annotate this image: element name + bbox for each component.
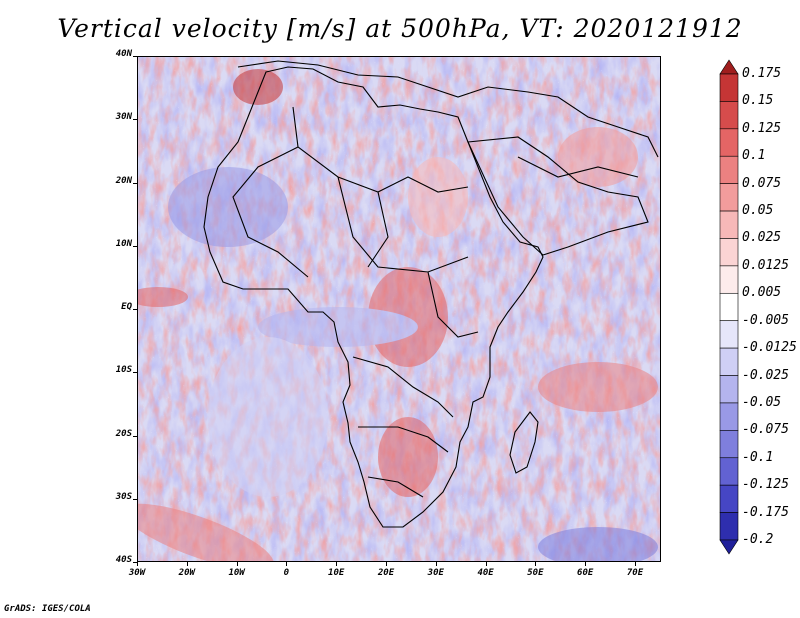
lon-tick	[535, 562, 537, 566]
lon-label: 30E	[427, 568, 444, 578]
colorbar-segment	[719, 347, 739, 376]
lat-tick	[133, 372, 137, 374]
lon-label: 0	[283, 568, 290, 578]
lat-tick	[133, 119, 137, 121]
lon-tick	[435, 562, 437, 566]
border-4	[427, 271, 479, 338]
border-2	[337, 176, 469, 273]
colorbar-label: -0.0125	[742, 340, 797, 356]
colorbar-label: -0.1	[742, 449, 774, 465]
colorbar-bottom-arrow	[719, 539, 739, 555]
lon-label: 20W	[178, 568, 195, 578]
colorbar-label: 0.15	[742, 93, 774, 109]
field-blobs	[138, 69, 658, 561]
lon-tick	[286, 562, 288, 566]
border-8	[517, 156, 639, 178]
colorbar-segment	[719, 101, 739, 130]
colorbar-segment	[719, 155, 739, 184]
colorbar-segment	[719, 320, 739, 349]
lat-label: 10S	[115, 365, 132, 376]
lat-label: 40N	[115, 49, 132, 59]
lat-tick	[133, 309, 137, 310]
colorbar-label: -0.025	[742, 367, 789, 383]
border-6	[358, 426, 449, 453]
lon-tick	[186, 562, 188, 566]
lat-label: 20S	[115, 428, 132, 439]
colorbar-label: 0.005	[742, 285, 782, 301]
colorbar	[719, 59, 739, 555]
colorbar-segment	[719, 457, 739, 486]
lon-tick	[585, 562, 587, 566]
border-5	[352, 356, 454, 418]
colorbar-segment	[719, 265, 739, 294]
colorbar-label: 0.0125	[742, 257, 789, 273]
border-3	[232, 146, 309, 278]
lat-tick	[133, 182, 137, 184]
velocity-field-map	[138, 57, 660, 561]
colorbar-segment	[719, 128, 739, 157]
border-7	[367, 476, 424, 498]
arabia	[467, 136, 649, 256]
colorbar-label: 0.1	[742, 148, 766, 164]
map-plot-area	[137, 56, 661, 562]
lon-tick	[635, 562, 636, 566]
madagascar	[509, 411, 539, 474]
lon-label: 40E	[477, 568, 494, 578]
lat-label: 10N	[115, 238, 132, 249]
colorbar-label: -0.005	[742, 312, 789, 328]
lon-tick	[485, 562, 487, 566]
africa-coastline	[203, 66, 544, 528]
lon-label: 10E	[328, 568, 345, 578]
europe-coast	[237, 60, 659, 158]
colorbar-segment	[719, 210, 739, 239]
colorbar-segment	[719, 430, 739, 459]
lon-label: 60E	[577, 568, 594, 578]
lon-tick	[386, 562, 387, 566]
border-9	[367, 191, 389, 268]
colorbar-segment	[719, 375, 739, 404]
colorbar-label: 0.175	[742, 66, 782, 81]
colorbar-segment	[719, 73, 739, 102]
lat-tick	[133, 435, 137, 437]
colorbar-label: 0.025	[742, 230, 782, 246]
colorbar-segment	[719, 484, 739, 513]
coastlines-and-borders	[203, 60, 659, 528]
lon-label: 70E	[626, 568, 644, 578]
lon-tick	[137, 562, 138, 566]
lon-tick	[336, 562, 338, 566]
lat-tick	[133, 562, 137, 563]
lat-label: 30S	[115, 491, 132, 502]
colorbar-label: -0.05	[742, 394, 782, 410]
lat-label: 30N	[115, 112, 132, 123]
colorbar-segment	[719, 292, 739, 322]
lat-tick	[133, 498, 137, 500]
lat-label: 40S	[115, 555, 132, 565]
colorbar-label: -0.2	[742, 532, 774, 547]
colorbar-label: 0.05	[742, 203, 774, 219]
colorbar-segment	[719, 402, 739, 431]
lat-tick	[133, 245, 137, 247]
colorbar-segment	[719, 238, 739, 267]
footer-credit: GrADS: IGES/COLA	[4, 604, 91, 614]
lon-label: 30W	[128, 568, 146, 578]
colorbar-segment	[719, 512, 739, 541]
colorbar-label: 0.125	[742, 120, 782, 136]
lat-label: 20N	[115, 175, 132, 186]
colorbar-label: -0.125	[742, 477, 789, 493]
colorbar-label: 0.075	[742, 175, 782, 191]
lon-label: 10W	[228, 568, 245, 578]
chart-title: Vertical velocity [m/s] at 500hPa, VT: 2…	[57, 14, 743, 43]
colorbar-label: -0.075	[742, 422, 789, 438]
colorbar-label: -0.175	[742, 504, 789, 520]
lat-tick	[133, 56, 137, 57]
lon-label: 50E	[527, 568, 544, 578]
lat-label: EQ	[121, 302, 132, 312]
lon-label: 20E	[377, 568, 395, 578]
colorbar-segment	[719, 183, 739, 212]
lon-tick	[236, 562, 238, 566]
colorbar-top-arrow	[719, 59, 739, 75]
